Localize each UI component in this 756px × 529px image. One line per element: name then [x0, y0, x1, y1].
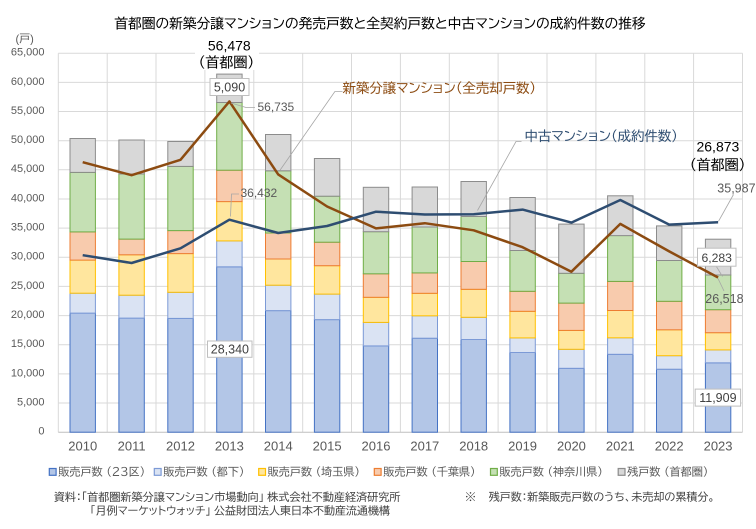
svg-text:56,735: 56,735: [258, 100, 295, 114]
svg-text:2010: 2010: [68, 439, 97, 454]
svg-text:35,987: 35,987: [717, 182, 755, 196]
svg-text:65,000: 65,000: [11, 47, 45, 59]
svg-text:20,000: 20,000: [11, 309, 45, 321]
svg-text:5,000: 5,000: [17, 396, 45, 408]
svg-text:11,909: 11,909: [699, 391, 736, 405]
svg-text:45,000: 45,000: [11, 163, 45, 175]
svg-text:2013: 2013: [215, 439, 244, 454]
svg-text:10,000: 10,000: [11, 367, 45, 379]
svg-text:2020: 2020: [557, 439, 586, 454]
svg-text:30,000: 30,000: [11, 251, 45, 263]
svg-text:28,340: 28,340: [211, 342, 249, 356]
svg-text:2012: 2012: [166, 439, 195, 454]
svg-text:2015: 2015: [313, 439, 342, 454]
svg-text:2011: 2011: [118, 439, 146, 454]
svg-text:26,873: 26,873: [696, 139, 739, 155]
svg-text:2014: 2014: [264, 439, 293, 454]
svg-text:55,000: 55,000: [11, 105, 45, 117]
svg-text:2017: 2017: [410, 439, 439, 454]
svg-text:35,000: 35,000: [11, 222, 45, 234]
svg-text:36,432: 36,432: [241, 186, 278, 200]
svg-text:60,000: 60,000: [11, 76, 45, 88]
svg-text:2023: 2023: [704, 439, 733, 454]
svg-text:(: (: [16, 33, 20, 45]
svg-text:2016: 2016: [362, 439, 391, 454]
svg-text:25,000: 25,000: [11, 280, 45, 292]
svg-text:15,000: 15,000: [11, 338, 45, 350]
svg-text:2018: 2018: [459, 439, 488, 454]
svg-text:6,283: 6,283: [701, 251, 732, 265]
svg-text:26,518: 26,518: [705, 292, 743, 306]
svg-text:56,478: 56,478: [208, 38, 251, 54]
svg-text:2022: 2022: [655, 439, 684, 454]
svg-text:5,090: 5,090: [214, 81, 245, 95]
svg-text:): ): [30, 33, 34, 45]
svg-text:0: 0: [38, 426, 44, 438]
svg-text:2019: 2019: [508, 439, 537, 454]
svg-text:2021: 2021: [606, 439, 635, 454]
svg-text:50,000: 50,000: [11, 134, 45, 146]
svg-text:40,000: 40,000: [11, 192, 45, 204]
